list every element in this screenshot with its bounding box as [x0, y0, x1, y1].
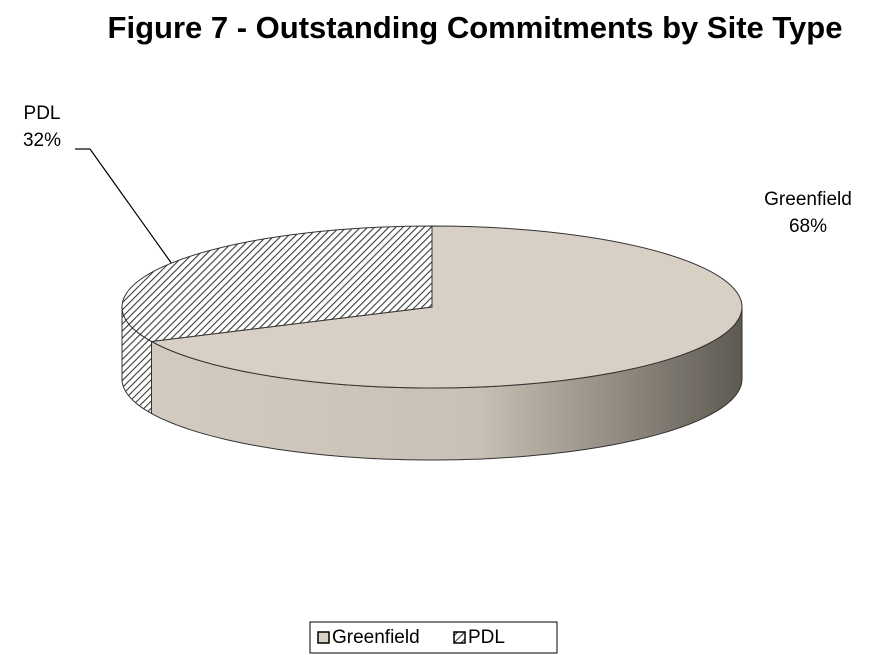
legend-swatch: [453, 631, 466, 644]
legend-swatch: [317, 631, 330, 644]
legend-label: Greenfield: [332, 627, 420, 648]
chart-title: Figure 7 - Outstanding Commitments by Si…: [107, 10, 843, 45]
leader-line: [89, 148, 173, 265]
slice-top: [121, 225, 433, 343]
slice-top: [149, 225, 743, 389]
slice-label-name: PDL: [24, 103, 61, 124]
slice-label-value: 68%: [789, 216, 827, 237]
legend-label: PDL: [468, 627, 505, 648]
slice-label-value: 32%: [23, 130, 61, 151]
legend-box: [309, 621, 558, 654]
slice-label-name: Greenfield: [764, 189, 852, 210]
